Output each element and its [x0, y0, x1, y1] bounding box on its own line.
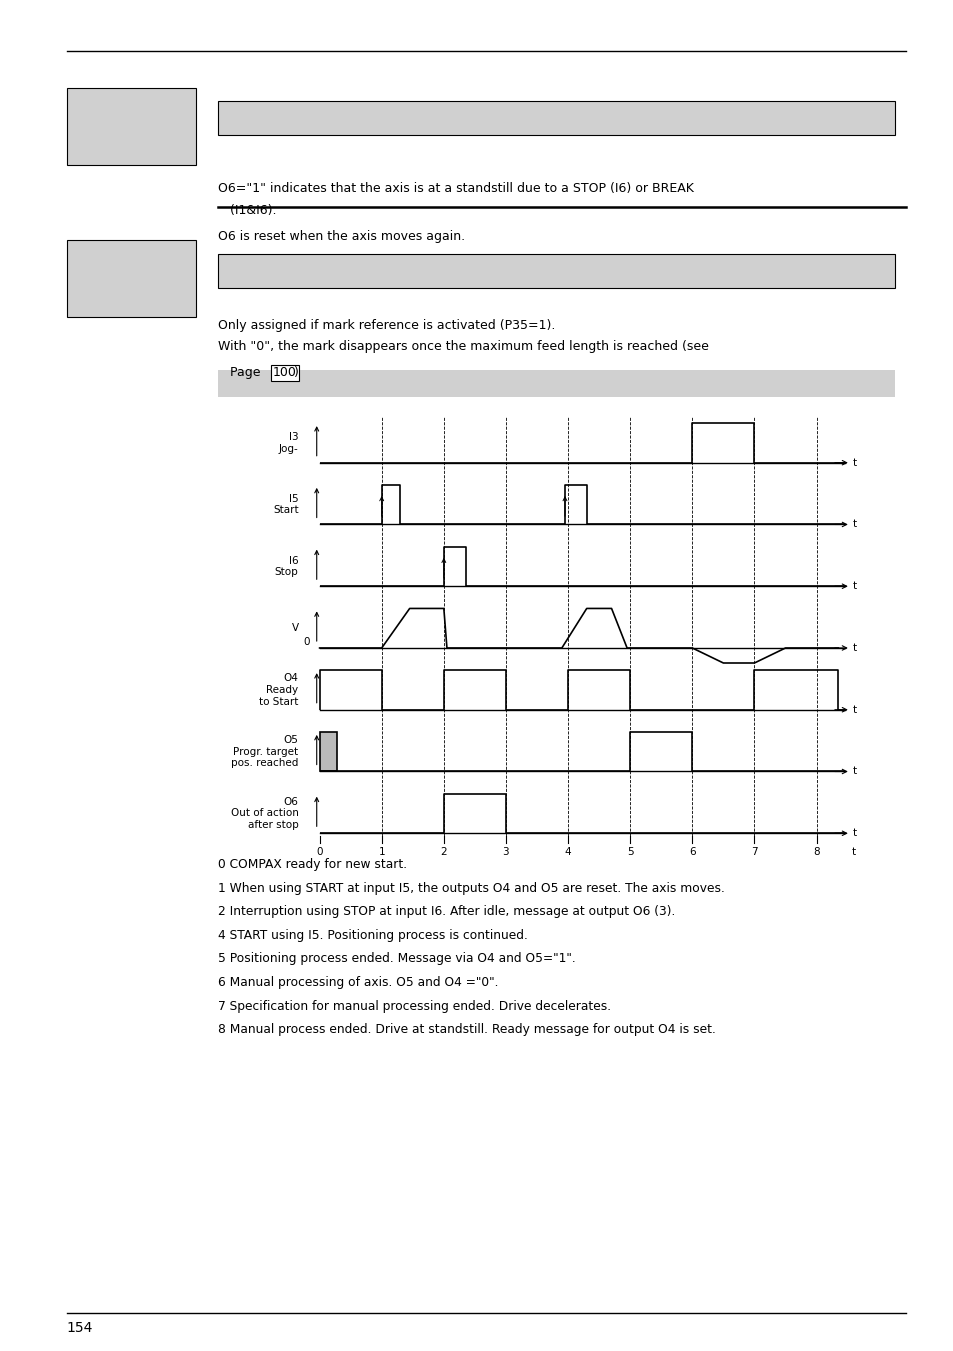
Text: 4: 4	[564, 847, 571, 857]
Text: 7: 7	[750, 847, 757, 857]
Text: 0: 0	[303, 636, 310, 647]
Text: 0: 0	[316, 847, 322, 857]
Bar	[67, 88, 195, 165]
Text: t: t	[852, 766, 856, 777]
Text: 154: 154	[67, 1321, 93, 1335]
Text: 100: 100	[273, 366, 296, 380]
Bar	[217, 370, 894, 397]
Text: With "0", the mark disappears once the maximum feed length is reached (see: With "0", the mark disappears once the m…	[217, 340, 708, 354]
Text: t: t	[852, 519, 856, 530]
Text: 3: 3	[502, 847, 509, 857]
Text: O6
Out of action
after stop: O6 Out of action after stop	[231, 797, 298, 830]
Text: I3
Jog-: I3 Jog-	[278, 432, 298, 454]
Text: (I1&I6).: (I1&I6).	[217, 204, 275, 218]
Bar	[67, 240, 195, 317]
Text: 6: 6	[688, 847, 695, 857]
Text: t: t	[852, 705, 856, 715]
Bar	[217, 101, 894, 135]
Text: t: t	[851, 847, 855, 857]
Text: O6="1" indicates that the axis is at a standstill due to a STOP (I6) or BREAK: O6="1" indicates that the axis is at a s…	[217, 182, 693, 196]
Text: 8 Manual process ended. Drive at standstill. Ready message for output O4 is set.: 8 Manual process ended. Drive at standst…	[217, 1024, 715, 1036]
Text: O5
Progr. target
pos. reached: O5 Progr. target pos. reached	[231, 735, 298, 769]
Text: O4
Ready
to Start: O4 Ready to Start	[259, 673, 298, 707]
Text: 2 Interruption using STOP at input I6. After idle, message at output O6 (3).: 2 Interruption using STOP at input I6. A…	[217, 905, 674, 919]
Text: t: t	[852, 828, 856, 838]
Text: 1: 1	[378, 847, 385, 857]
Text: 6 Manual processing of axis. O5 and O4 ="0".: 6 Manual processing of axis. O5 and O4 =…	[217, 975, 497, 989]
Bar	[217, 254, 894, 288]
Text: O6 is reset when the axis moves again.: O6 is reset when the axis moves again.	[217, 230, 464, 243]
Text: Only assigned if mark reference is activated (P35=1).: Only assigned if mark reference is activ…	[217, 319, 555, 332]
Text: 0 COMPAX ready for new start.: 0 COMPAX ready for new start.	[217, 858, 406, 871]
Bar	[319, 732, 336, 771]
Text: I5
Start: I5 Start	[273, 494, 298, 516]
Text: 5 Positioning process ended. Message via O4 and O5="1".: 5 Positioning process ended. Message via…	[217, 952, 575, 966]
Text: 4 START using I5. Positioning process is continued.: 4 START using I5. Positioning process is…	[217, 929, 527, 942]
Text: V: V	[292, 623, 298, 634]
Text: 5: 5	[626, 847, 633, 857]
Text: 1 When using START at input I5, the outputs O4 and O5 are reset. The axis moves.: 1 When using START at input I5, the outp…	[217, 882, 723, 894]
Text: 2: 2	[440, 847, 447, 857]
Text: ): )	[294, 366, 298, 380]
Text: Page: Page	[217, 366, 264, 380]
Text: t: t	[852, 581, 856, 592]
Text: 7 Specification for manual processing ended. Drive decelerates.: 7 Specification for manual processing en…	[217, 1000, 610, 1013]
Text: I6
Stop: I6 Stop	[274, 555, 298, 577]
Text: t: t	[852, 643, 856, 653]
Text: t: t	[852, 458, 856, 467]
Text: 8: 8	[812, 847, 819, 857]
